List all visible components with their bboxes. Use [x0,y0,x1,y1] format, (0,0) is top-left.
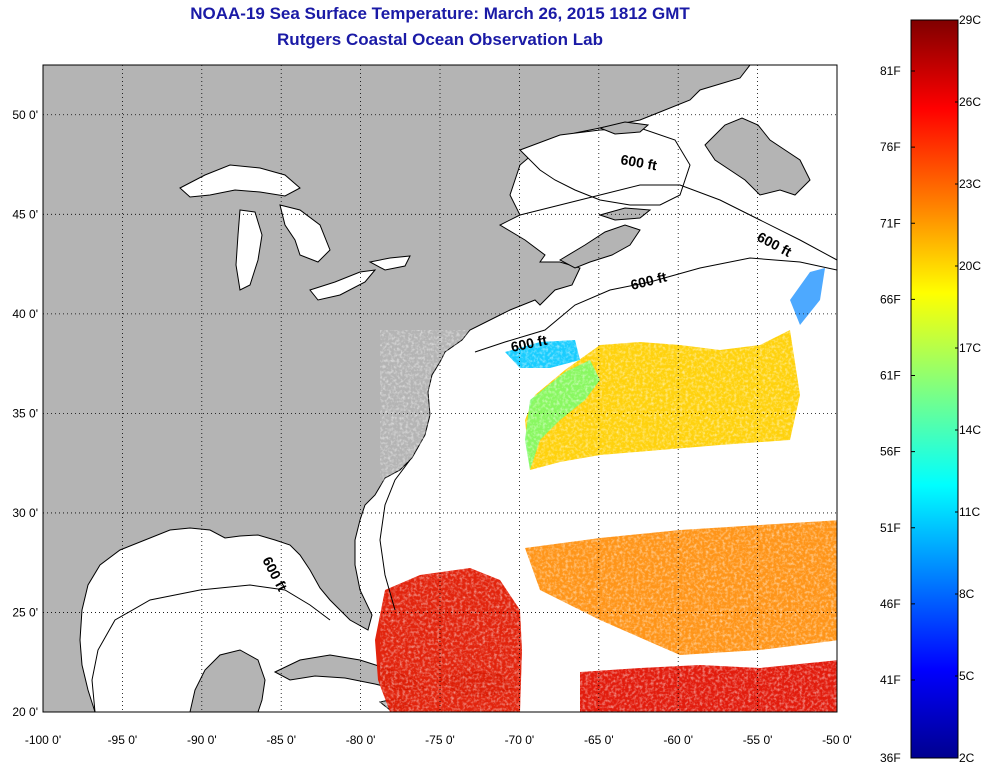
land-anticosti [598,121,650,135]
lon-tick-label: -100 0' [25,733,61,747]
colorbar-celsius-label: 11C [959,505,980,519]
land-newfoundland [704,117,811,196]
longitude-labels: -100 0' -95 0' -90 0' -85 0' -80 0' -75 0' -70… [25,733,852,747]
colorbar-celsius-label: 17C [959,341,981,355]
lon-tick-label: -60 0' [663,733,693,747]
colorbar-celsius-label: 26C [959,95,981,109]
colorbar-celsius-label: 20C [959,259,981,273]
lat-tick-label: 30 0' [12,506,38,520]
colorbar-fahrenheit-label: 76F [880,140,901,154]
sst-swaths [375,268,837,712]
lat-tick-label: 50 0' [12,108,38,122]
colorbar-fahrenheit-label: 46F [880,597,901,611]
lon-tick-label: -50 0' [822,733,852,747]
map-grid [43,65,837,712]
lake-superior [179,164,301,198]
land-yucatan [189,649,266,712]
colorbar-celsius-label: 14C [959,423,981,437]
colorbar-celsius-label: 29C [959,13,981,27]
land-pei [598,207,652,221]
lat-tick-label: 40 0' [12,307,38,321]
lat-tick-label: 20 0' [12,705,38,719]
lon-tick-label: -85 0' [266,733,296,747]
lon-tick-label: -70 0' [505,733,535,747]
colorbar-celsius-label: 5C [959,669,975,683]
colorbar-celsius-label: 2C [959,751,975,765]
depth-contour-600ft [91,257,837,712]
lake-michigan [235,209,263,291]
lat-tick-label: 25 0' [12,605,38,619]
lon-tick-label: -80 0' [346,733,376,747]
lake-ontario [368,255,411,271]
map-frame [42,64,838,713]
depth-label: 600 ft [509,332,548,355]
colorbar-fahrenheit-label: 71F [880,216,901,230]
map-title: NOAA-19 Sea Surface Temperature: March 2… [190,4,690,23]
lake-huron [279,204,331,263]
lon-tick-label: -55 0' [743,733,773,747]
lon-tick-label: -65 0' [584,733,614,747]
lake-erie [309,269,377,301]
lon-tick-label: -90 0' [187,733,217,747]
colorbar-fahrenheit-label: 41F [880,673,901,687]
sst-cloud-speckle [380,330,837,712]
colorbar-celsius-label: 8C [959,587,975,601]
map-subtitle: Rutgers Coastal Ocean Observation Lab [277,30,603,49]
temperature-colorbar [910,19,959,759]
lon-tick-label: -75 0' [425,733,455,747]
lat-tick-label: 45 0' [12,207,38,221]
colorbar-fahrenheit-label: 36F [880,751,901,765]
colorbar-celsius-label: 23C [959,177,981,191]
lon-tick-label: -95 0' [108,733,138,747]
depth-contour-600ft-north [519,184,837,261]
colorbar-fahrenheit-label: 51F [880,521,901,535]
colorbar-fahrenheit-label: 81F [880,64,901,78]
latitude-labels: 20 0' 25 0' 30 0' 35 0' 40 0' 45 0' 50 0' [12,108,38,719]
colorbar-celsius-labels: 29C 26C 23C 20C 17C 14C 11C 8C 5C 2C [955,13,981,765]
sst-swath-northeast-blue [790,268,825,325]
lat-tick-label: 35 0' [12,406,38,420]
colorbar-fahrenheit-label: 66F [880,292,901,306]
colorbar-fahrenheit-label: 56F [880,445,901,459]
depth-label: 600 ft [619,151,658,173]
land-nova-scotia [558,224,641,269]
colorbar-fahrenheit-labels: 81F 76F 71F 66F 61F 56F 51F 46F 41F 36F [880,64,915,765]
colorbar-fahrenheit-label: 61F [880,369,901,383]
